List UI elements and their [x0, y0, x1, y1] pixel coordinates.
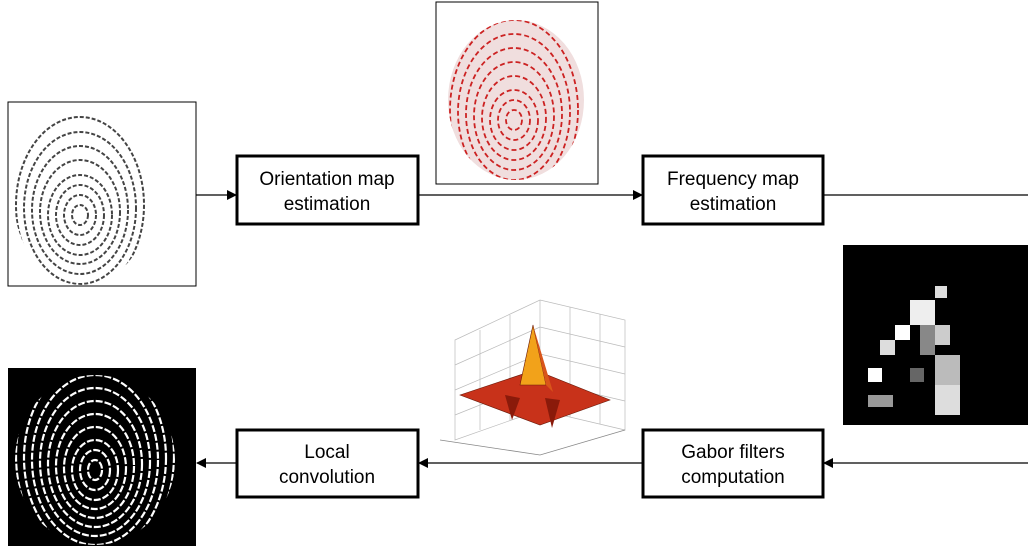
- process-box: Gabor filters computation: [643, 430, 823, 497]
- box-label: Local: [304, 442, 349, 463]
- process-box: Orientation map estimation: [237, 156, 418, 224]
- box-label: estimation: [284, 194, 371, 215]
- box-label: estimation: [690, 194, 777, 215]
- box-label: Orientation map: [259, 169, 394, 190]
- box-label: Frequency map: [667, 169, 799, 190]
- gabor-surface-plot: [440, 300, 625, 455]
- process-box: Local convolution: [237, 430, 418, 497]
- frequency-map-image: [843, 245, 1028, 425]
- orientation-map-image: [436, 2, 598, 200]
- enhanced-fingerprint: [8, 349, 196, 548]
- box-label: convolution: [279, 467, 375, 488]
- diagram: Orientation map estimation Frequency map…: [0, 0, 1028, 548]
- input-fingerprint: [8, 102, 196, 305]
- box-label: Gabor filters: [681, 442, 784, 463]
- box-label: computation: [681, 467, 785, 488]
- process-box: Frequency map estimation: [643, 156, 823, 224]
